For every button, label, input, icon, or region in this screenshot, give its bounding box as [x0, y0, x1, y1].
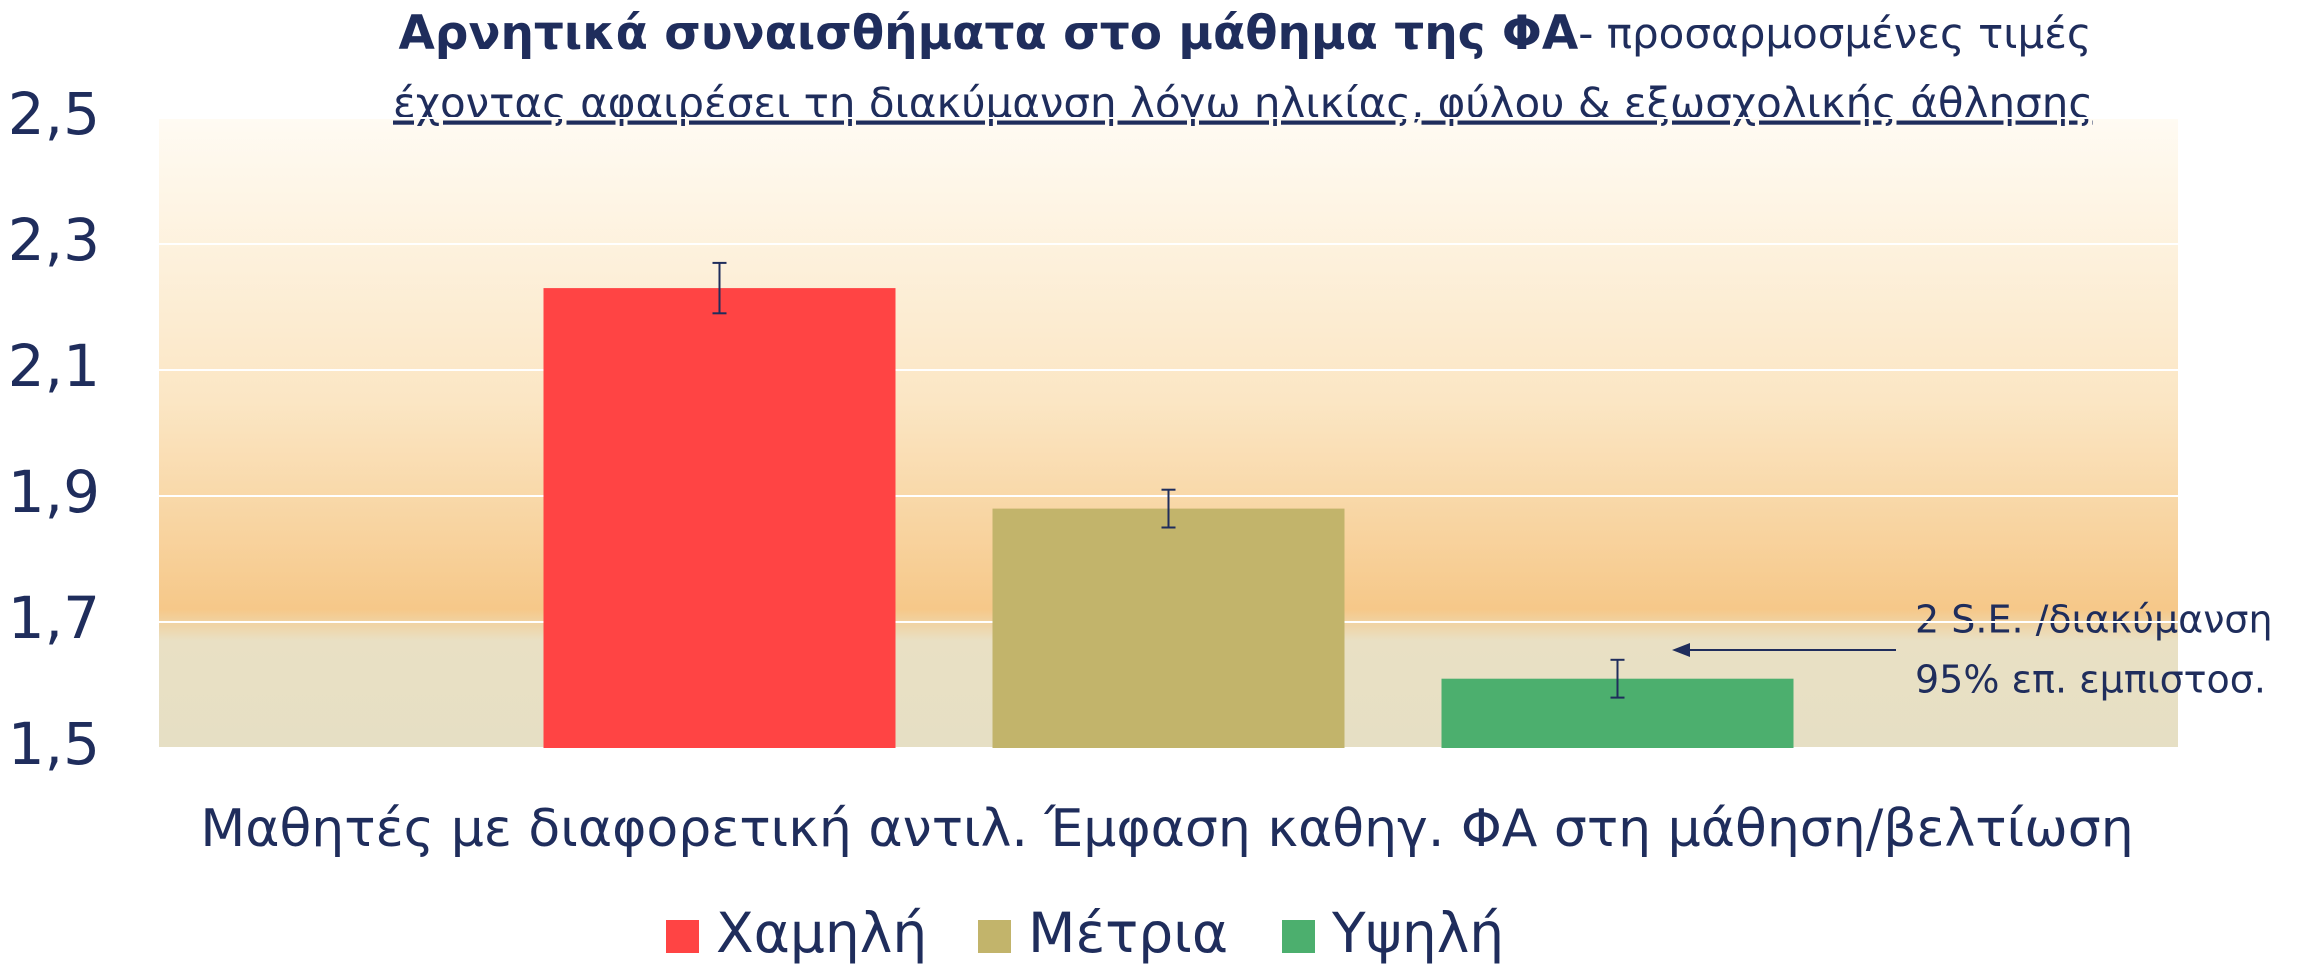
- y-tick-label: 1,7: [8, 584, 100, 652]
- legend-swatch: [978, 920, 1011, 953]
- error-bar: [712, 261, 727, 315]
- arrow-head: [1672, 643, 1690, 657]
- y-tick-label: 2,3: [8, 206, 100, 274]
- chart-title: Αρνητικά συναισθήματα στο μάθημα της ΦΑ-…: [398, 6, 2091, 61]
- bar: [543, 288, 896, 748]
- error-bar: [1161, 488, 1176, 529]
- bar: [992, 508, 1345, 748]
- legend-label: Υψηλή: [1331, 901, 1504, 965]
- legend-swatch: [1282, 920, 1315, 953]
- subtitle: - προσαρμοσμένες τιμές: [1578, 9, 2091, 58]
- annotation: 95% επ. εμπιστοσ.: [1915, 658, 2266, 702]
- error-bar: [1610, 658, 1625, 699]
- y-tick-label: 1,9: [8, 458, 100, 526]
- legend-label: Μέτρια: [1028, 901, 1228, 965]
- title: Αρνητικά συναισθήματα στο μάθημα της ΦΑ: [398, 6, 1578, 61]
- y-tick-label: 1,5: [8, 710, 100, 778]
- y-tick-label: 2,5: [8, 80, 100, 148]
- legend-swatch: [666, 920, 699, 953]
- x-axis-label: Μαθητές με διαφορετική αντιλ. Έμφαση καθ…: [200, 799, 2133, 859]
- annotation: 2 S.E. /διακύμανση: [1915, 598, 2273, 642]
- subtitle-line2: έχοντας αφαιρέσει τη διακύμανση λόγω ηλι…: [393, 79, 2093, 128]
- y-tick-label: 2,1: [8, 332, 100, 400]
- legend-label: Χαμηλή: [716, 901, 927, 965]
